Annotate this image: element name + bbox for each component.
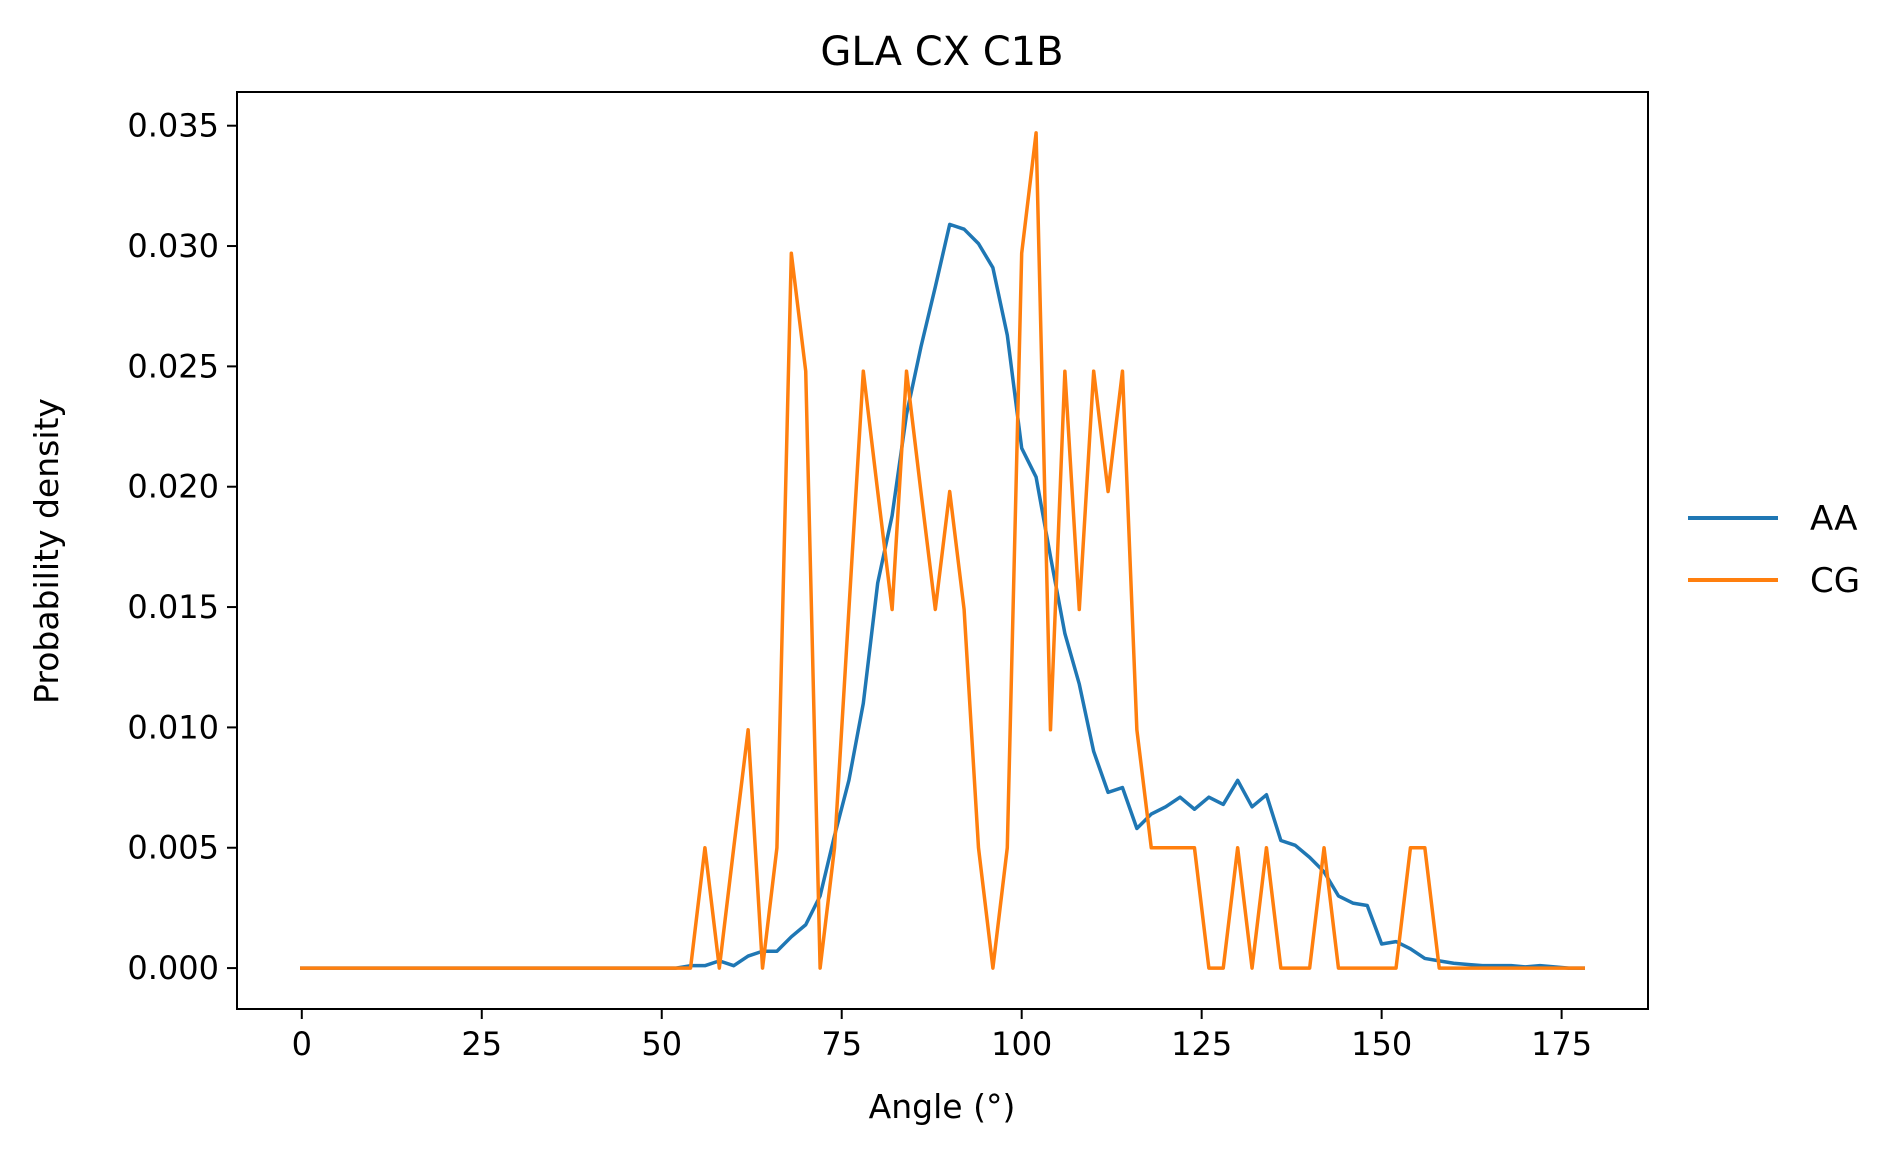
y-tick-label: 0.025: [127, 347, 219, 385]
y-tick-label: 0.010: [127, 708, 219, 746]
x-tick-label: 175: [1531, 1025, 1592, 1063]
y-tick-label: 0.015: [127, 588, 219, 626]
series-line-cg: [300, 131, 1585, 970]
y-tick-label: 0.035: [127, 107, 219, 145]
x-tick-label: 25: [461, 1025, 502, 1063]
x-tick-label: 75: [821, 1025, 862, 1063]
y-tick-label: 0.020: [127, 468, 219, 506]
y-tick-label: 0.000: [127, 949, 219, 987]
series-layer: [300, 131, 1585, 970]
x-tick-label: 125: [1171, 1025, 1232, 1063]
chart-title: GLA CX C1B: [820, 29, 1063, 75]
y-axis-ticks: 0.000 0.005 0.010 0.015 0.020 0.025 0.030 0.035: [127, 107, 237, 987]
plot-area-frame: [236, 91, 1649, 1010]
x-tick-label: 100: [991, 1025, 1052, 1063]
legend: AA CG: [1688, 499, 1860, 601]
y-tick-label: 0.005: [127, 829, 219, 867]
y-tick-label: 0.030: [127, 227, 219, 265]
x-axis-label: Angle (°): [869, 1087, 1016, 1126]
x-tick-label: 150: [1351, 1025, 1412, 1063]
y-axis-label: Probability density: [27, 398, 66, 704]
legend-label-aa: AA: [1810, 499, 1857, 539]
legend-label-cg: CG: [1810, 561, 1860, 601]
x-tick-label: 0: [292, 1025, 312, 1063]
x-axis-ticks: 0 25 50 75 100 125 150 175: [292, 1009, 1592, 1063]
x-tick-label: 50: [641, 1025, 682, 1063]
